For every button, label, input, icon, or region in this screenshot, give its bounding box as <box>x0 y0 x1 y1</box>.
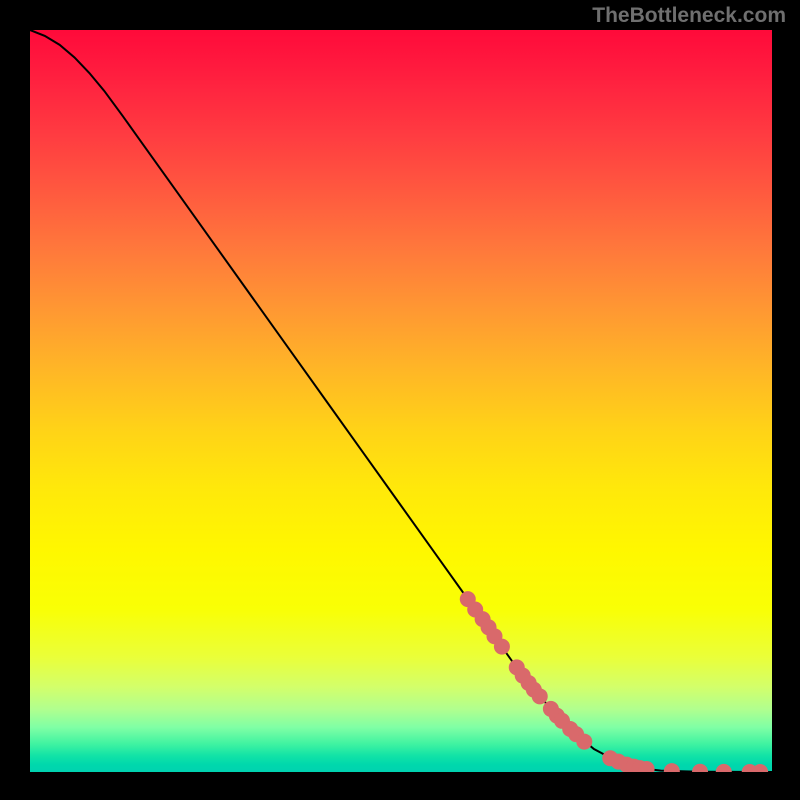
data-marker <box>576 734 592 750</box>
chart-frame: TheBottleneck.com <box>0 0 800 800</box>
data-marker <box>532 688 548 704</box>
data-marker <box>494 639 510 655</box>
watermark-text: TheBottleneck.com <box>592 4 786 28</box>
plot-area <box>30 30 772 772</box>
plot-svg <box>30 30 772 772</box>
